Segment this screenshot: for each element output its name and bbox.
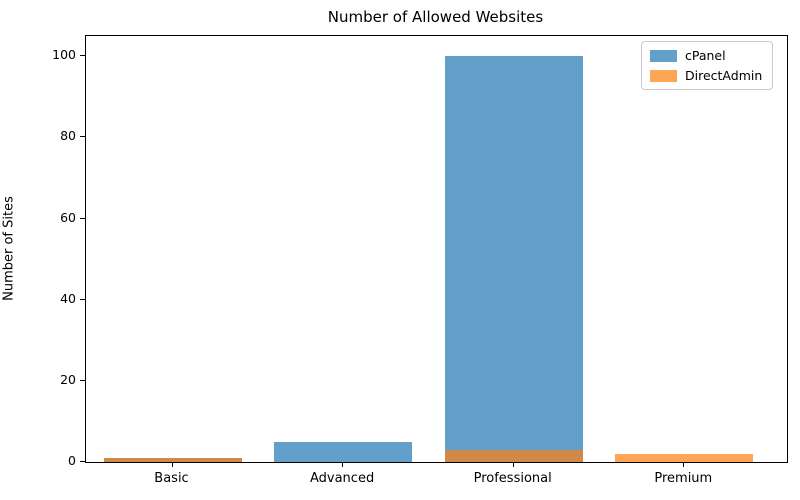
x-tick-mark [342, 463, 344, 467]
legend-label-cpanel: cPanel [685, 48, 726, 63]
x-tick-label-advanced: Advanced [309, 471, 375, 486]
x-tick-mark [171, 463, 173, 467]
y-tick-label-40: 40 [60, 290, 76, 306]
legend-swatch-cpanel [650, 49, 677, 62]
x-tick-label-professional: Professional [473, 471, 552, 486]
x-tick-mark [512, 463, 514, 467]
y-tick-label-100: 100 [52, 47, 76, 63]
y-tick-mark [80, 298, 85, 300]
bar-directadmin-basic [103, 457, 242, 462]
bar-directadmin-premium [615, 453, 754, 462]
x-tick-label-premium: Premium [654, 471, 713, 486]
x-tick-mark [683, 463, 685, 467]
y-tick-mark [80, 136, 85, 138]
x-tick-label-basic: Basic [154, 471, 189, 486]
y-tick-mark [80, 55, 85, 57]
bar-cpanel-professional [444, 56, 583, 462]
y-tick-label-60: 60 [60, 209, 76, 225]
y-axis-label: Number of Sites [1, 196, 17, 301]
y-tick-label-80: 80 [60, 128, 76, 144]
y-tick-mark [80, 461, 85, 462]
bar-cpanel-advanced [274, 441, 413, 462]
legend-entry-cpanel: cPanel [650, 48, 762, 63]
y-tick-mark [80, 217, 85, 219]
plot-area [85, 35, 788, 463]
y-tick-mark [80, 379, 85, 381]
legend-swatch-directadmin [650, 69, 677, 82]
legend-entry-directadmin: DirectAdmin [650, 68, 762, 83]
chart-title: Number of Allowed Websites [327, 8, 544, 26]
y-tick-label-20: 20 [60, 371, 76, 387]
y-tick-label-0: 0 [68, 453, 76, 468]
bar-directadmin-professional [444, 449, 583, 462]
legend: cPanel DirectAdmin [641, 41, 774, 90]
legend-label-directadmin: DirectAdmin [685, 68, 763, 83]
